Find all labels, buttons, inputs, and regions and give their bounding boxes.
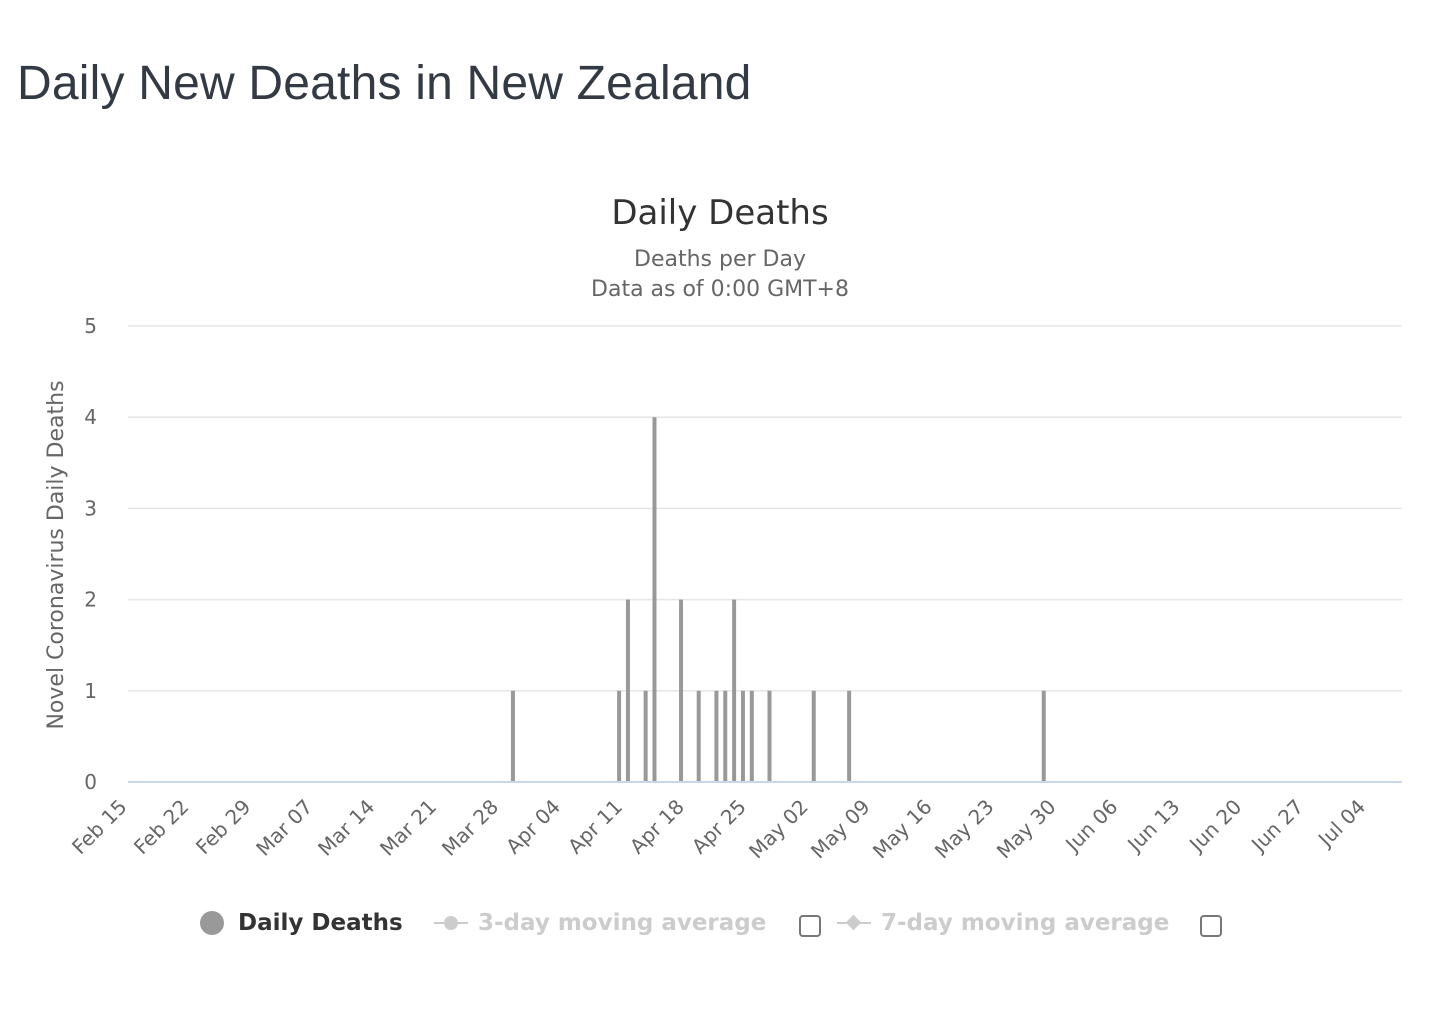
x-tick-label: Mar 14	[313, 795, 379, 861]
line-diamond-marker-icon	[837, 911, 871, 935]
legend-label-7-day-average: 7-day moving average	[881, 910, 1170, 936]
legend-item-3-day-average[interactable]: 3-day moving average	[434, 898, 766, 948]
bar-daily-deaths[interactable]	[643, 690, 648, 782]
x-tick-label: Feb 22	[129, 795, 194, 860]
bar-daily-deaths[interactable]	[811, 690, 816, 782]
bar-daily-deaths[interactable]	[679, 599, 684, 782]
x-tick-label: Apr 04	[501, 795, 565, 859]
legend-item-7-day-average[interactable]: 7-day moving average	[837, 898, 1169, 948]
grid-lines	[128, 325, 1402, 692]
x-tick-label: Apr 25	[687, 795, 751, 859]
x-tick-label: Apr 18	[625, 795, 689, 859]
y-tick-label: 1	[84, 679, 97, 703]
y-axis-label: Novel Coronavirus Daily Deaths	[44, 380, 69, 729]
bar-daily-deaths[interactable]	[617, 690, 622, 782]
chart-subtitle-line-2: Data as of 0:00 GMT+8	[591, 277, 849, 302]
bars	[510, 417, 1046, 782]
bar-daily-deaths[interactable]	[714, 690, 719, 782]
y-axis-ticks: 0 1 2 3 4 5	[84, 314, 97, 794]
legend-item-daily-deaths[interactable]: Daily Deaths	[200, 898, 403, 948]
x-tick-label: May 23	[930, 795, 999, 864]
y-tick-label: 2	[84, 588, 97, 612]
bar-daily-deaths[interactable]	[740, 690, 745, 782]
x-tick-label: Feb 15	[67, 795, 132, 860]
checkbox-3-day-average[interactable]	[799, 915, 821, 937]
bar-daily-deaths[interactable]	[510, 690, 515, 782]
daily-deaths-chart: Daily Deaths Deaths per Day Data as of 0…	[44, 193, 1402, 864]
x-tick-label: Jul 04	[1312, 795, 1370, 853]
bar-daily-deaths[interactable]	[732, 599, 737, 782]
x-tick-label: May 09	[806, 795, 875, 864]
x-tick-label: Apr 11	[563, 795, 627, 859]
bar-daily-deaths[interactable]	[652, 417, 657, 782]
y-tick-label: 3	[84, 496, 97, 520]
page-title: Daily New Deaths in New Zealand	[17, 57, 752, 110]
chart-legend: Daily Deaths 3-day moving average 7-day …	[0, 898, 1454, 948]
chart-subtitle-line-1: Deaths per Day	[634, 247, 806, 272]
x-tick-label: Jun 27	[1245, 795, 1308, 858]
y-tick-label: 4	[84, 405, 97, 429]
circle-marker-icon	[200, 911, 224, 935]
x-tick-label: May 16	[868, 795, 937, 864]
chart-title: Daily Deaths	[611, 193, 828, 233]
x-tick-label: May 02	[744, 795, 813, 864]
bar-daily-deaths[interactable]	[1041, 690, 1046, 782]
bar-daily-deaths[interactable]	[749, 690, 754, 782]
x-tick-label: Mar 21	[375, 795, 441, 861]
x-tick-label: Jun 06	[1059, 795, 1122, 858]
bar-daily-deaths[interactable]	[847, 690, 852, 782]
x-tick-label: Jun 20	[1183, 795, 1246, 858]
y-tick-label: 0	[84, 770, 97, 794]
bar-daily-deaths[interactable]	[625, 599, 630, 782]
x-tick-label: Jun 13	[1121, 795, 1184, 858]
y-tick-label: 5	[84, 314, 97, 338]
line-circle-marker-icon	[434, 911, 468, 935]
checkbox-7-day-average[interactable]	[1200, 915, 1222, 937]
legend-label-daily-deaths: Daily Deaths	[238, 910, 403, 936]
x-tick-label: Mar 07	[251, 795, 317, 861]
bar-daily-deaths[interactable]	[696, 690, 701, 782]
x-tick-label: Feb 29	[191, 795, 256, 860]
bar-daily-deaths[interactable]	[767, 690, 772, 782]
legend-label-3-day-average: 3-day moving average	[478, 910, 767, 936]
x-tick-label: May 30	[992, 795, 1061, 864]
x-tick-label: Mar 28	[437, 795, 503, 861]
bar-daily-deaths[interactable]	[723, 690, 728, 782]
